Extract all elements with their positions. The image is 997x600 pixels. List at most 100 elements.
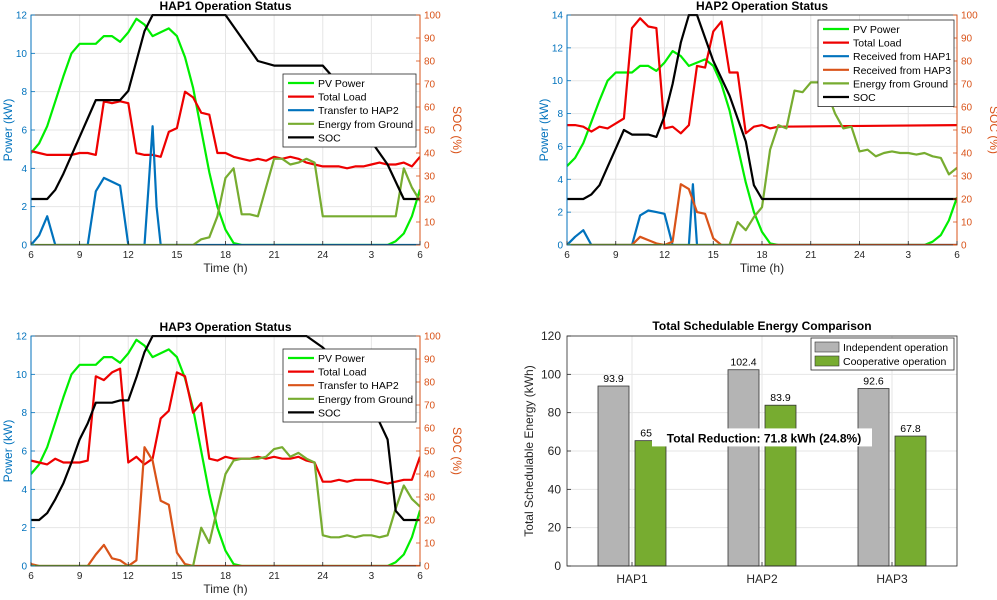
y-tick-label: 8 (21, 408, 27, 419)
x-tick-label: 21 (269, 250, 281, 261)
legend-label-energy-from-ground: Energy from Ground (318, 394, 413, 406)
legend-label-received-from-hap3: Received from HAP3 (853, 65, 951, 77)
y-axis-label: Power (kW) (537, 99, 551, 162)
y2-tick-label: 70 (424, 401, 436, 412)
y2-tick-label: 50 (961, 126, 973, 137)
y-tick-label: 20 (548, 521, 562, 535)
y-tick-label: 8 (21, 87, 27, 98)
y-tick-label: 2 (557, 208, 563, 219)
x-tick-label: 6 (28, 571, 34, 582)
x-tick-label: 6 (417, 250, 423, 261)
x-tick-label: 18 (756, 250, 768, 261)
legend-label-cooperative-operation: Cooperative operation (843, 356, 946, 368)
y2-axis-label: SOC (%) (450, 427, 464, 475)
bar-independent-operation-hap1 (597, 385, 630, 567)
series-line-energy-from-ground (31, 446, 420, 566)
y-tick-label: 4 (21, 485, 27, 496)
chart-title: HAP2 Operation Status (696, 0, 828, 13)
y2-tick-label: 90 (424, 355, 436, 366)
series-line-pv-power (31, 338, 420, 566)
y2-tick-label: 40 (424, 149, 436, 160)
x-tick-label: 24 (854, 250, 866, 261)
y-tick-label: 4 (557, 175, 563, 186)
y2-tick-label: 30 (424, 493, 436, 504)
y2-tick-label: 10 (424, 539, 436, 550)
y2-tick-label: 60 (424, 103, 436, 114)
y-tick-label: 60 (548, 444, 562, 458)
y-tick-label: 14 (552, 11, 564, 22)
y-tick-label: 12 (16, 332, 28, 343)
x-tick-label: HAP1 (616, 572, 648, 586)
bar-value-label: 83.9 (770, 392, 791, 404)
legend-label-total-load: Total Load (318, 92, 367, 104)
y-tick-label: 0 (557, 241, 563, 252)
y2-tick-label: 60 (424, 424, 436, 435)
x-tick-label: 6 (28, 250, 34, 261)
chart-title: HAP1 Operation Status (159, 0, 291, 13)
series-line-energy-from-ground (567, 81, 957, 245)
series-group (567, 14, 957, 245)
x-tick-label: 24 (317, 571, 329, 582)
legend-swatch-cooperative-operation (814, 355, 840, 367)
x-axis-label: Time (h) (203, 582, 247, 596)
bar-cooperative-operation-hap3 (894, 435, 927, 567)
x-tick-label: 18 (220, 250, 232, 261)
annotation-text: Total Reduction: 71.8 kWh (24.8%) (667, 431, 861, 445)
y2-tick-label: 20 (424, 516, 436, 527)
x-tick-label: 24 (317, 250, 329, 261)
x-tick-label: 18 (220, 571, 232, 582)
y2-tick-label: 0 (961, 241, 967, 252)
y2-tick-label: 30 (424, 172, 436, 183)
y-tick-label: 6 (21, 126, 27, 137)
y2-tick-label: 40 (424, 470, 436, 481)
y-tick-label: 6 (557, 142, 563, 153)
legend: Independent operation Cooperative operati… (810, 337, 955, 371)
y-axis-label: Power (kW) (1, 420, 15, 483)
y2-tick-label: 40 (961, 149, 973, 160)
series-line-soc (567, 14, 957, 201)
legend-label-independent-operation: Independent operation (843, 342, 948, 354)
series-line-energy-from-ground (31, 157, 420, 245)
annotation-bg (652, 428, 872, 447)
y2-tick-label: 20 (961, 195, 973, 206)
y2-tick-label: 0 (424, 241, 430, 252)
x-tick-label: 6 (954, 250, 960, 261)
y2-tick-label: 60 (961, 103, 973, 114)
y2-tick-label: 80 (961, 57, 973, 68)
legend-label-energy-from-ground: Energy from Ground (853, 78, 948, 90)
legend-label-energy-from-ground: Energy from Ground (318, 119, 413, 131)
legend-label-total-load: Total Load (318, 367, 367, 379)
x-tick-label: 6 (417, 571, 423, 582)
x-tick-label: 21 (269, 571, 281, 582)
y-tick-label: 40 (548, 482, 562, 496)
y2-tick-label: 70 (961, 80, 973, 91)
y2-tick-label: 10 (424, 218, 436, 229)
x-tick-label: 3 (369, 250, 375, 261)
legend-label-pv-power: PV Power (853, 24, 900, 36)
series-line-transfer-to-hap2 (31, 446, 420, 566)
x-axis-label: Time (h) (740, 261, 784, 275)
series-line-transfer-to-hap2 (31, 125, 420, 245)
series-line-pv-power (567, 49, 957, 245)
annotation: Total Reduction: 71.8 kWh (24.8%) (652, 428, 872, 447)
series-line-total-load (567, 17, 957, 135)
x-tick-label: 3 (905, 250, 911, 261)
x-tick-label: 15 (171, 571, 183, 582)
y2-axis-label: SOC (%) (987, 106, 997, 154)
x-tick-label: HAP3 (876, 572, 908, 586)
x-tick-label: 12 (123, 571, 135, 582)
y2-tick-label: 80 (424, 57, 436, 68)
y-tick-label: 4 (21, 164, 27, 175)
y2-tick-label: 100 (961, 11, 978, 22)
y2-tick-label: 0 (424, 562, 430, 573)
x-tick-label: 9 (613, 250, 619, 261)
y2-tick-label: 90 (961, 34, 973, 45)
y-tick-label: 8 (557, 109, 563, 120)
x-tick-label: 15 (708, 250, 720, 261)
y2-tick-label: 20 (424, 195, 436, 206)
bar-independent-operation-hap2 (727, 369, 760, 567)
legend-label-pv-power: PV Power (318, 78, 365, 90)
